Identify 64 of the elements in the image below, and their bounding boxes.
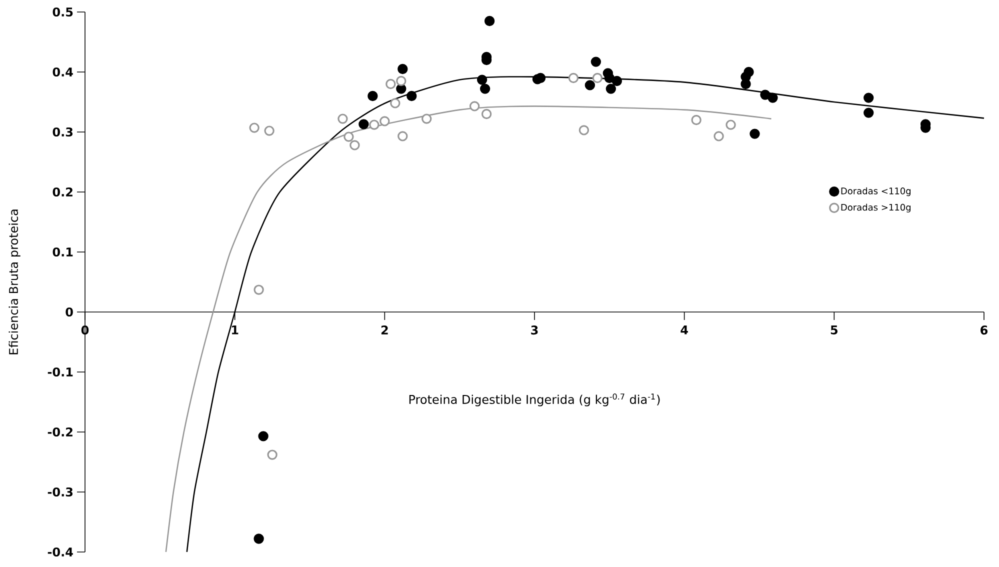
x-axis-title: Proteina Digestible Ingerida (g kg$^{-0.7}$ dia$^{-1}$) <box>409 394 660 406</box>
point <box>398 64 408 74</box>
point <box>358 119 369 130</box>
x-tick-label: 1 <box>232 326 238 334</box>
point <box>264 126 274 136</box>
point <box>368 90 378 102</box>
point <box>350 140 360 150</box>
point <box>604 72 615 84</box>
y-tick-label: -0.1 <box>48 367 73 377</box>
y-tick-label: -0.4 <box>48 547 73 557</box>
point <box>590 56 602 67</box>
x-tick-label: 2 <box>381 326 388 334</box>
point <box>726 120 736 130</box>
y-tick-label: 0 <box>66 307 73 317</box>
point <box>744 66 754 78</box>
x-tick-label: 5 <box>830 326 838 334</box>
point <box>864 108 874 118</box>
legend-label: Doradas <110g <box>841 187 910 196</box>
point <box>535 72 546 84</box>
y-tick-label: 0.3 <box>52 127 73 137</box>
point <box>344 132 354 142</box>
point <box>390 98 400 108</box>
point <box>484 16 495 26</box>
x-tick-label: 4 <box>680 326 688 334</box>
point <box>606 84 616 94</box>
y-tick-label: 0.1 <box>52 247 73 257</box>
point <box>249 122 260 133</box>
point <box>714 131 724 142</box>
point <box>760 90 770 100</box>
point <box>380 116 390 126</box>
y-tick-label: 0.5 <box>52 7 73 17</box>
point <box>691 114 702 126</box>
point <box>338 114 348 124</box>
y-tick-label: -0.2 <box>48 427 72 437</box>
point <box>406 90 417 102</box>
y-tick-label: -0.3 <box>48 487 73 497</box>
point <box>422 114 432 124</box>
x-tick-label: 6 <box>980 326 988 335</box>
point <box>386 78 396 90</box>
legend-label: Doradas >110g <box>841 204 910 212</box>
point <box>592 72 603 84</box>
y-tick-label: 0.2 <box>52 187 72 197</box>
point <box>476 74 488 85</box>
y-tick-label: 0.4 <box>52 67 73 77</box>
point <box>398 131 408 142</box>
point <box>768 92 778 103</box>
point <box>584 80 596 90</box>
point <box>254 534 264 544</box>
point <box>396 76 406 86</box>
point <box>481 108 492 120</box>
point <box>258 431 268 442</box>
y-axis-title: Eficiencia Bruta proteica <box>8 210 20 354</box>
point <box>369 120 380 130</box>
point <box>267 450 278 460</box>
point <box>568 72 579 84</box>
point <box>254 284 264 295</box>
point <box>578 125 590 136</box>
point <box>469 101 480 112</box>
point <box>480 84 490 94</box>
x-tick-label: 3 <box>531 326 538 335</box>
point <box>750 128 760 139</box>
point <box>864 92 874 103</box>
point <box>612 76 622 86</box>
point <box>740 78 751 90</box>
